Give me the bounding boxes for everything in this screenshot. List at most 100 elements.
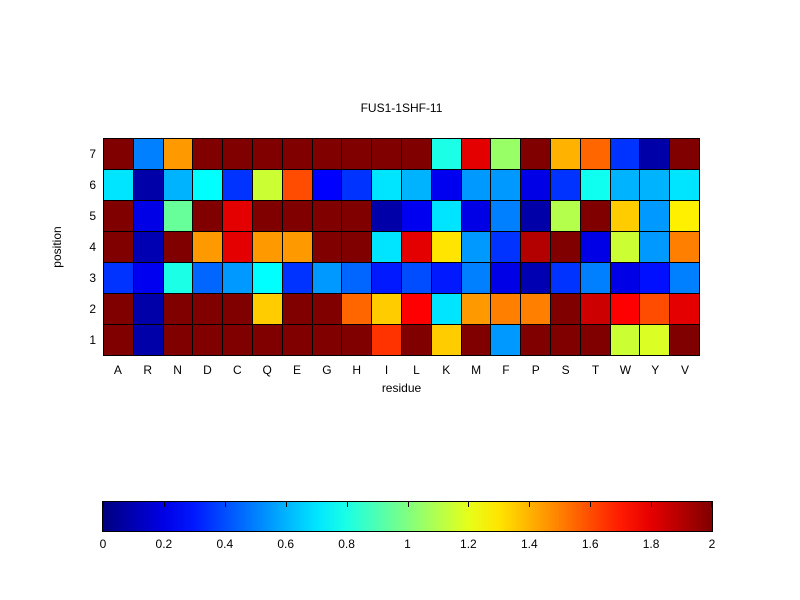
heatmap-cell (342, 201, 372, 231)
heatmap-cell (461, 263, 491, 293)
heatmap-cell (342, 263, 372, 293)
colorbar-tick-label: 1.6 (581, 537, 599, 551)
heatmap-cell (401, 263, 431, 293)
heatmap-cell (252, 170, 282, 200)
colorbar-tick-label: 1.4 (520, 537, 538, 551)
x-axis-label: residue (381, 381, 422, 395)
heatmap-cell (401, 232, 431, 262)
heatmap-cell (610, 201, 640, 231)
heatmap-cell (133, 201, 163, 231)
heatmap-cell (193, 232, 223, 262)
heatmap-cell (104, 325, 133, 355)
x-tick-label: W (619, 363, 632, 377)
heatmap-cell (580, 170, 610, 200)
heatmap-cell (372, 294, 401, 324)
colorbar-tick-mark (529, 502, 531, 507)
heatmap-cell (461, 294, 491, 324)
heatmap-cell (312, 263, 342, 293)
heatmap-cell (282, 201, 312, 231)
x-tick-label: R (143, 363, 153, 377)
heatmap-cell (461, 325, 491, 355)
heatmap-cell (223, 232, 252, 262)
heatmap-cell (491, 263, 521, 293)
x-tick-label: M (471, 363, 482, 377)
heatmap-cell (133, 170, 163, 200)
heatmap-cell (193, 170, 223, 200)
heatmap-cell (491, 232, 521, 262)
heatmap-cell (312, 325, 342, 355)
heatmap-cell (282, 263, 312, 293)
heatmap-cell (461, 139, 491, 169)
heatmap-cell (550, 325, 580, 355)
heatmap-cell (461, 232, 491, 262)
heatmap-cell (223, 201, 252, 231)
heatmap-cell (163, 139, 193, 169)
heatmap-cell (372, 263, 401, 293)
chart-title: FUS1-1SHF-11 (360, 101, 443, 115)
heatmap-cell (610, 263, 640, 293)
heatmap-cell (312, 139, 342, 169)
heatmap-cell (491, 294, 521, 324)
heatmap-cell (282, 139, 312, 169)
heatmap-cell (670, 232, 699, 262)
heatmap-cell (193, 201, 223, 231)
x-tick-label: D (203, 363, 212, 377)
heatmap-cell (521, 325, 550, 355)
heatmap-cell (521, 170, 550, 200)
heatmap-cell (521, 139, 550, 169)
heatmap-cell (521, 201, 550, 231)
heatmap-cell (431, 294, 461, 324)
x-tick-label: L (413, 363, 420, 377)
heatmap-cell (133, 232, 163, 262)
heatmap-cell (163, 325, 193, 355)
heatmap-cell (550, 201, 580, 231)
heatmap-cell (342, 139, 372, 169)
heatmap-cell (461, 201, 491, 231)
colorbar-tick-mark (651, 502, 653, 507)
heatmap-cell (342, 294, 372, 324)
heatmap-cell (670, 201, 699, 231)
heatmap-cell (550, 294, 580, 324)
heatmap-cell (401, 325, 431, 355)
heatmap-cell (193, 325, 223, 355)
x-tick-label: C (232, 363, 242, 377)
heatmap-cell (491, 170, 521, 200)
heatmap-cell (401, 170, 431, 200)
heatmap-cell (640, 170, 670, 200)
x-tick-label: N (173, 363, 182, 377)
y-tick-label: 1 (89, 333, 96, 348)
heatmap-cell (163, 170, 193, 200)
heatmap-cell (193, 294, 223, 324)
heatmap-cell (342, 232, 372, 262)
heatmap-cell (640, 201, 670, 231)
colorbar-tick-mark (103, 502, 104, 507)
heatmap-cell (670, 170, 699, 200)
heatmap-cell (133, 139, 163, 169)
colorbar-tick-label: 0.6 (277, 537, 295, 551)
colorbar-tick-mark (285, 502, 287, 507)
heatmap-cell (431, 139, 461, 169)
heatmap-cell (431, 170, 461, 200)
heatmap-cell (252, 294, 282, 324)
heatmap-cell (580, 325, 610, 355)
heatmap-cell (133, 325, 163, 355)
heatmap-cell (104, 170, 133, 200)
heatmap-cell (670, 294, 699, 324)
heatmap-cell (580, 263, 610, 293)
heatmap-cell (104, 139, 133, 169)
colorbar-tick-label: 0.2 (155, 537, 173, 551)
heatmap-cell (521, 263, 550, 293)
heatmap-cell (282, 294, 312, 324)
colorbar-tick-mark (346, 502, 348, 507)
heatmap-cell (401, 201, 431, 231)
heatmap-cell (670, 263, 699, 293)
heatmap-cell (104, 232, 133, 262)
colorbar-tick-label: 0.4 (216, 537, 234, 551)
heatmap-cell (163, 294, 193, 324)
heatmap-cell (193, 139, 223, 169)
x-tick-label: E (293, 363, 302, 377)
heatmap-cell (312, 232, 342, 262)
heatmap-cell (372, 170, 401, 200)
y-tick-label: 3 (89, 271, 96, 286)
heatmap-cell (580, 201, 610, 231)
